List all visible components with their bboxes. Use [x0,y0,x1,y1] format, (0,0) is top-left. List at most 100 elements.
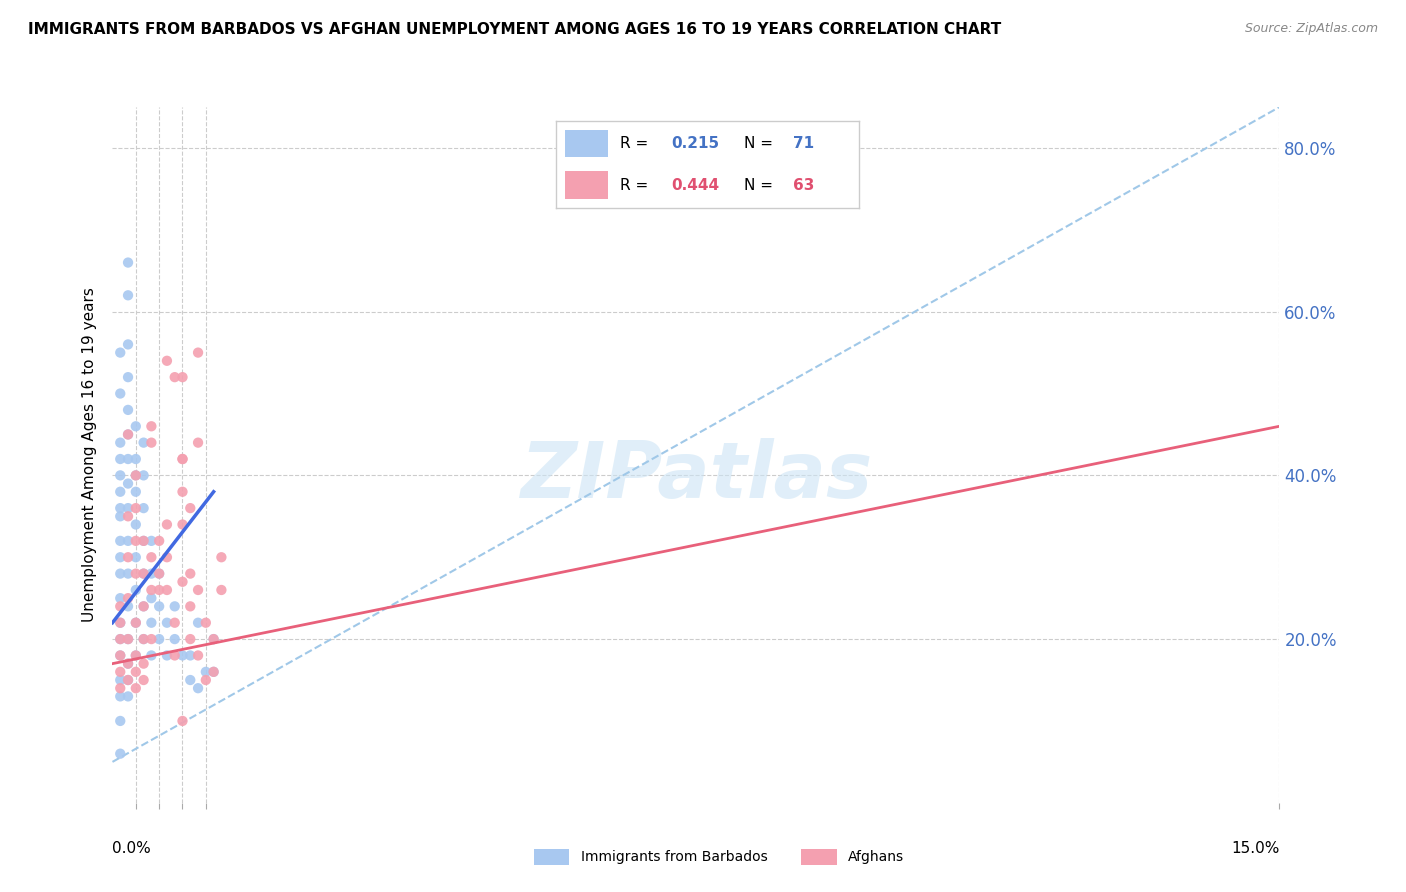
Point [125,665,148,679]
Point [117,657,139,671]
Point [163,599,186,614]
Point [132,657,155,671]
Point [117,288,139,302]
Text: Afghans: Afghans [848,850,904,864]
Point [148,566,170,581]
Point [172,370,194,384]
Point [110,665,132,679]
Point [202,665,225,679]
Point [163,615,186,630]
Point [110,468,132,483]
Point [132,533,155,548]
Point [156,550,179,565]
Point [110,673,132,687]
Point [117,566,139,581]
Point [187,582,209,597]
Point [132,673,155,687]
Point [156,353,179,368]
Point [141,591,163,606]
Point [110,632,132,646]
Point [117,632,139,646]
Point [125,681,148,696]
Point [194,673,217,687]
Point [125,648,148,663]
Text: 15.0%: 15.0% [1232,841,1279,856]
Point [110,615,132,630]
Point [110,501,132,516]
Point [132,632,155,646]
Point [117,632,139,646]
Point [141,632,163,646]
Point [125,468,148,483]
Point [187,648,209,663]
Point [172,517,194,532]
Point [209,550,232,565]
Point [125,615,148,630]
Point [179,673,201,687]
Point [110,648,132,663]
Point [141,435,163,450]
Point [125,484,148,499]
Point [110,591,132,606]
Point [132,566,155,581]
Point [163,632,186,646]
Point [141,566,163,581]
Point [117,337,139,351]
Text: 0.0%: 0.0% [112,841,152,856]
Point [110,533,132,548]
Point [132,533,155,548]
Point [194,665,217,679]
Point [187,681,209,696]
Point [110,615,132,630]
Point [117,550,139,565]
Point [163,370,186,384]
Point [117,673,139,687]
Point [148,632,170,646]
Point [110,690,132,704]
Point [110,566,132,581]
Point [156,517,179,532]
Point [148,599,170,614]
Point [187,435,209,450]
Text: ZIPatlas: ZIPatlas [520,438,872,514]
Point [110,714,132,728]
Point [172,452,194,467]
Point [179,501,201,516]
Point [125,419,148,434]
Point [132,632,155,646]
Point [202,632,225,646]
Point [117,476,139,491]
Point [141,615,163,630]
Point [125,452,148,467]
Point [117,657,139,671]
Point [172,648,194,663]
Point [156,582,179,597]
Point [179,566,201,581]
Point [202,665,225,679]
Point [117,403,139,417]
Point [141,648,163,663]
Point [110,550,132,565]
Point [187,345,209,359]
Point [117,509,139,524]
Point [117,427,139,442]
Point [172,452,194,467]
Point [125,566,148,581]
Point [132,435,155,450]
Point [117,591,139,606]
Text: Source: ZipAtlas.com: Source: ZipAtlas.com [1244,22,1378,36]
Point [209,582,232,597]
Point [125,468,148,483]
Point [125,550,148,565]
Point [148,566,170,581]
Point [125,533,148,548]
Text: IMMIGRANTS FROM BARBADOS VS AFGHAN UNEMPLOYMENT AMONG AGES 16 TO 19 YEARS CORREL: IMMIGRANTS FROM BARBADOS VS AFGHAN UNEMP… [28,22,1001,37]
Point [202,632,225,646]
Point [117,427,139,442]
Point [132,468,155,483]
Point [110,599,132,614]
Point [117,673,139,687]
Text: Immigrants from Barbados: Immigrants from Barbados [581,850,768,864]
Point [110,435,132,450]
Point [110,681,132,696]
